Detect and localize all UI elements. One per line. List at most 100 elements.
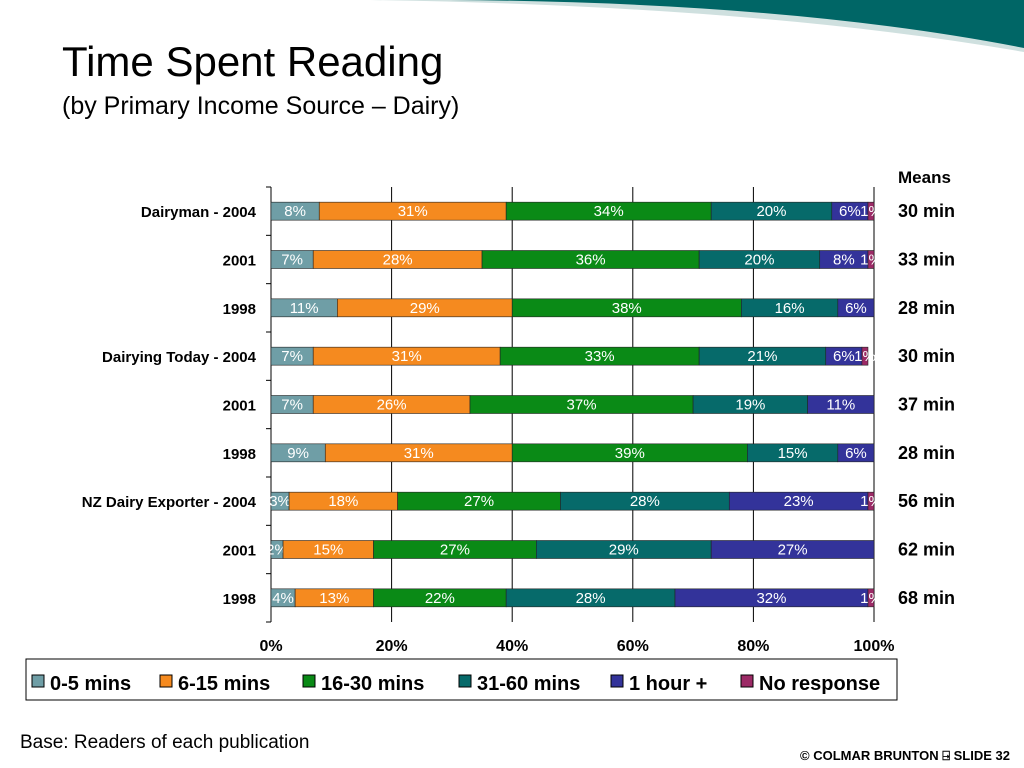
legend-swatch [610,674,624,688]
mean-value: 28 min [898,298,955,318]
data-label: 34% [594,203,624,220]
data-label: 3% [269,493,291,510]
data-label: 7% [281,252,303,269]
legend-label: 0-5 mins [50,673,131,695]
legend-label: 1 hour + [629,673,707,695]
data-label: 32% [756,590,786,607]
data-label: 6% [845,300,867,317]
mean-value: 37 min [898,395,955,415]
data-label: 22% [425,590,455,607]
data-label: 4% [272,590,294,607]
data-label: 15% [778,445,808,462]
data-label: 31% [398,203,428,220]
data-label: 28% [630,493,660,510]
data-label: 26% [377,397,407,414]
category-label: 1998 [223,446,256,463]
legend-label: No response [759,673,880,695]
data-label: 8% [833,252,855,269]
mean-value: 28 min [898,443,955,463]
category-label: 2001 [223,543,256,560]
bar-segment [867,201,875,221]
data-label: 37% [567,397,597,414]
data-label: 6% [839,203,861,220]
data-label: 6% [845,445,867,462]
data-label: 7% [281,348,303,365]
footnote: Base: Readers of each publication [20,732,310,753]
data-label: 28% [576,590,606,607]
data-label: 18% [328,493,358,510]
bar-segment [837,298,875,318]
data-label: 36% [576,252,606,269]
x-tick-label: 20% [376,638,408,655]
legend-label: 31-60 mins [477,673,580,695]
means-header: Means [898,168,951,187]
category-label: 1998 [223,591,256,608]
data-label: 31% [392,348,422,365]
bar-segment [710,540,875,559]
bar-segment [861,346,869,366]
data-label: 27% [440,542,470,559]
legend-label: 16-30 mins [321,673,424,695]
data-label: 7% [281,397,303,414]
data-label: 20% [756,203,786,220]
header-band [450,0,1024,48]
data-label: 1% [860,590,882,607]
data-label: 1% [860,493,882,510]
data-label: 9% [287,445,309,462]
data-label: 2% [266,542,288,559]
data-label: 11% [826,397,855,414]
data-label: 16% [775,300,805,317]
slide-subtitle: (by Primary Income Source – Dairy) [62,92,460,120]
mean-value: 62 min [898,540,955,560]
data-label: 6% [833,348,855,365]
bar-segment [867,250,875,269]
legend-swatch [302,674,316,688]
category-label: 1998 [223,301,256,318]
data-label: 39% [615,445,645,462]
data-label: 21% [747,348,777,365]
x-tick-label: 0% [259,638,282,655]
legend-swatch [31,674,45,688]
mean-value: 30 min [898,201,955,221]
bar-segment [867,491,875,511]
bar-segment [867,588,875,608]
x-tick-label: 60% [617,638,649,655]
legend-swatch [458,674,472,688]
x-tick-label: 100% [854,638,895,655]
mean-value: 56 min [898,491,955,511]
data-label: 20% [744,252,774,269]
data-label: 1% [860,252,882,269]
data-label: 31% [404,445,434,462]
category-label: Dairyman - 2004 [141,204,257,221]
data-label: 11% [290,300,319,317]
data-label: 29% [609,542,639,559]
mean-value: 33 min [898,250,955,270]
x-tick-label: 80% [737,638,769,655]
data-label: 27% [464,493,494,510]
data-label: 28% [383,252,413,269]
data-label: 1% [854,348,876,365]
mean-value: 30 min [898,346,955,366]
category-label: 2001 [223,253,256,270]
legend-swatch [740,674,754,688]
data-label: 38% [612,300,642,317]
data-label: 1% [860,203,882,220]
legend-label: 6-15 mins [178,673,270,695]
category-label: Dairying Today - 2004 [102,349,257,366]
mean-value: 68 min [898,588,955,608]
data-label: 23% [784,493,814,510]
data-label: 29% [410,300,440,317]
copyright: © COLMAR BRUNTON ⍈ SLIDE 32 [800,748,1010,763]
bar-segment [837,443,875,463]
category-label: 2001 [223,398,256,415]
data-label: 15% [313,542,343,559]
category-label: NZ Dairy Exporter - 2004 [82,494,257,511]
x-tick-label: 40% [496,638,528,655]
data-label: 27% [778,542,808,559]
data-label: 8% [284,203,306,220]
bar-segment [807,395,875,414]
legend-swatch [159,674,173,688]
data-label: 19% [735,397,765,414]
